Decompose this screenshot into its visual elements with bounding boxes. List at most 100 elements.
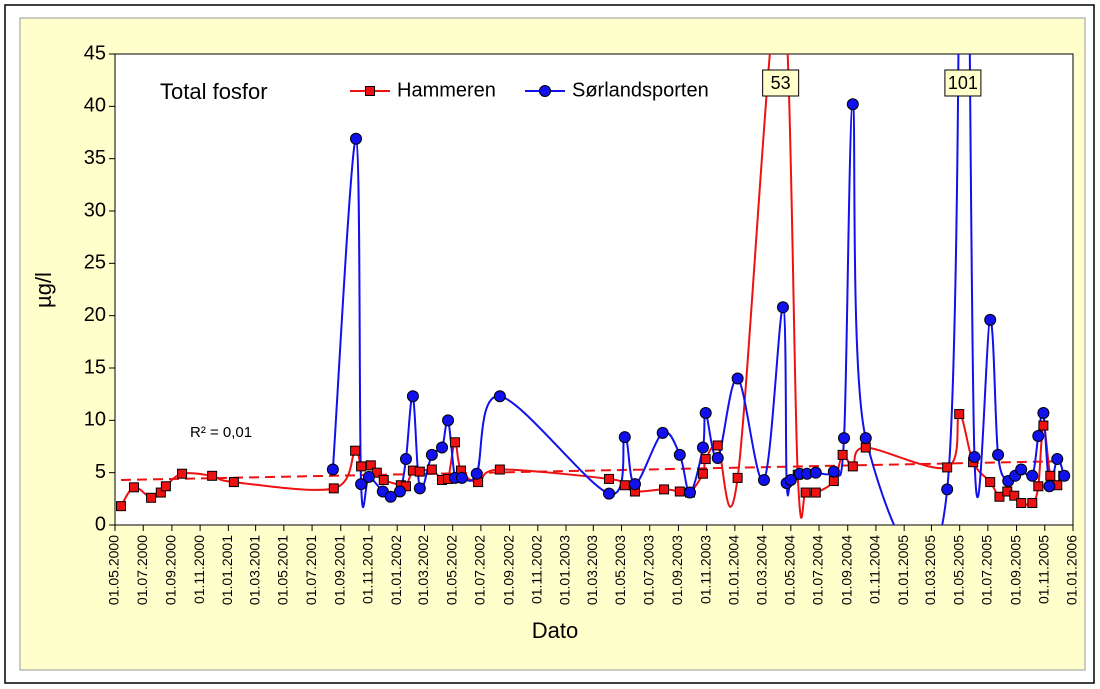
marker bbox=[992, 448, 1005, 461]
x-tick-label: 01.03.2003 bbox=[584, 535, 600, 605]
marker bbox=[994, 491, 1005, 502]
marker bbox=[827, 465, 840, 478]
x-tick-label: 01.05.2002 bbox=[443, 535, 459, 605]
marker bbox=[1038, 420, 1049, 431]
marker bbox=[732, 472, 743, 483]
x-tick-label: 01.01.2003 bbox=[557, 535, 573, 605]
x-tick-label: 01.01.2002 bbox=[388, 535, 404, 605]
x-tick-label: 01.03.2001 bbox=[246, 535, 262, 605]
marker bbox=[1026, 469, 1039, 482]
x-tick-label: 01.11.2000 bbox=[191, 535, 207, 604]
x-tick-label: 01.07.2004 bbox=[810, 535, 826, 605]
marker bbox=[494, 464, 505, 475]
marker bbox=[604, 473, 615, 484]
y-axis-label: µg/l bbox=[31, 272, 56, 308]
x-tick-label: 01.01.2006 bbox=[1064, 535, 1080, 605]
x-tick-label: 01.07.2002 bbox=[472, 535, 488, 605]
y-tick-label: 40 bbox=[84, 95, 106, 117]
annotation: R² = 0,01 bbox=[190, 424, 252, 441]
y-tick-label: 20 bbox=[84, 304, 106, 326]
marker bbox=[493, 390, 506, 403]
x-tick-label: 01.09.2000 bbox=[163, 535, 179, 605]
marker bbox=[810, 487, 821, 498]
y-tick-label: 45 bbox=[84, 42, 106, 64]
marker bbox=[847, 461, 858, 472]
legend-label: Sørlandsporten bbox=[572, 79, 709, 101]
y-tick-label: 30 bbox=[84, 199, 106, 221]
x-tick-label: 01.11.2001 bbox=[360, 535, 376, 604]
marker bbox=[1037, 407, 1050, 420]
marker bbox=[859, 432, 872, 445]
marker bbox=[838, 432, 851, 445]
y-tick-label: 35 bbox=[84, 147, 106, 169]
legend-marker bbox=[539, 85, 551, 97]
x-tick-label: 01.09.2003 bbox=[669, 535, 685, 605]
marker bbox=[828, 476, 839, 487]
marker bbox=[711, 452, 724, 465]
x-tick-label: 01.05.2004 bbox=[782, 535, 798, 605]
marker bbox=[860, 442, 871, 453]
peak-label-box bbox=[944, 69, 982, 97]
marker bbox=[699, 407, 712, 420]
series-line bbox=[331, 54, 1066, 525]
marker bbox=[603, 487, 616, 500]
marker bbox=[784, 473, 797, 486]
marker bbox=[365, 460, 376, 471]
marker bbox=[350, 445, 361, 456]
marker bbox=[941, 483, 954, 496]
marker bbox=[731, 372, 744, 385]
marker bbox=[328, 483, 339, 494]
x-tick-label: 01.07.2001 bbox=[303, 535, 319, 605]
marker bbox=[146, 492, 157, 503]
x-tick-label: 01.05.2000 bbox=[106, 535, 122, 605]
chart-title: Total fosfor bbox=[160, 79, 268, 104]
marker bbox=[1032, 430, 1045, 443]
y-tick-label: 0 bbox=[95, 513, 106, 535]
x-tick-label: 01.11.2005 bbox=[1035, 535, 1051, 604]
marker bbox=[1027, 498, 1038, 509]
x-tick-label: 01.09.2002 bbox=[500, 535, 516, 605]
x-tick-label: 01.05.2003 bbox=[612, 535, 628, 605]
plot-area bbox=[114, 53, 1074, 526]
marker bbox=[1009, 490, 1020, 501]
x-tick-label: 01.11.2003 bbox=[697, 535, 713, 604]
marker bbox=[837, 449, 848, 460]
marker bbox=[414, 466, 425, 477]
marker bbox=[1043, 480, 1056, 493]
marker bbox=[1033, 481, 1044, 492]
legend-marker bbox=[365, 86, 375, 96]
marker bbox=[659, 484, 670, 495]
marker bbox=[800, 487, 811, 498]
marker bbox=[1045, 470, 1056, 481]
marker bbox=[426, 464, 437, 475]
peak-label: 101 bbox=[948, 73, 978, 93]
marker bbox=[846, 98, 859, 111]
marker bbox=[128, 482, 139, 493]
marker bbox=[362, 470, 375, 483]
marker bbox=[697, 468, 708, 479]
marker bbox=[228, 477, 239, 488]
marker bbox=[942, 462, 953, 473]
marker bbox=[378, 474, 389, 485]
x-tick-label: 01.01.2004 bbox=[726, 535, 742, 605]
marker bbox=[406, 390, 419, 403]
marker bbox=[436, 441, 449, 454]
y-tick-label: 10 bbox=[84, 409, 106, 431]
marker bbox=[696, 441, 709, 454]
marker bbox=[350, 132, 363, 145]
x-tick-label: 01.07.2000 bbox=[134, 535, 150, 605]
marker bbox=[425, 448, 438, 461]
x-tick-label: 01.05.2005 bbox=[950, 535, 966, 605]
trendline bbox=[120, 460, 1065, 481]
x-tick-label: 01.05.2001 bbox=[275, 535, 291, 605]
marker bbox=[656, 426, 669, 439]
marker bbox=[1051, 453, 1064, 466]
marker bbox=[393, 485, 406, 498]
x-tick-label: 01.01.2005 bbox=[895, 535, 911, 605]
marker bbox=[356, 461, 367, 472]
marker bbox=[470, 467, 483, 480]
marker bbox=[984, 313, 997, 326]
x-tick-label: 01.09.2005 bbox=[1007, 535, 1023, 605]
x-tick-label: 01.01.2001 bbox=[219, 535, 235, 605]
marker bbox=[384, 490, 397, 503]
